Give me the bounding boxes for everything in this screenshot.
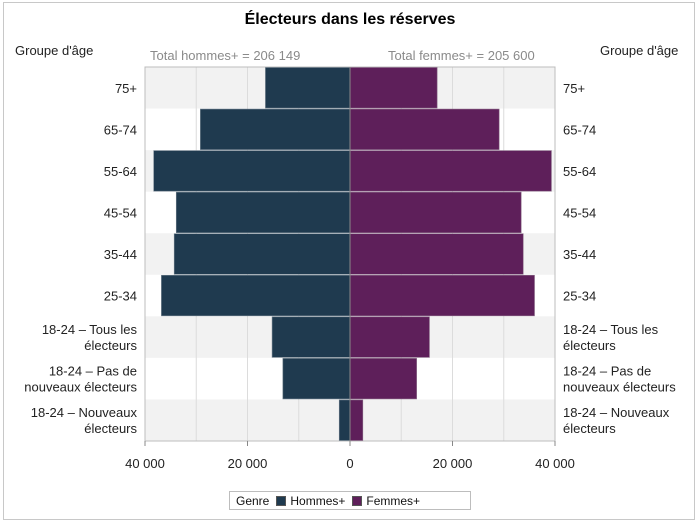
bar-women — [349, 316, 430, 358]
left-axis-title: Groupe d'âge — [15, 43, 94, 58]
bar-women — [349, 233, 524, 275]
bar-men — [173, 233, 351, 275]
category-label-right: 18-24 – Tous les électeurs — [563, 322, 659, 353]
legend-label-women: Femmes+ — [366, 493, 421, 508]
category-label-right: 25-34 — [563, 289, 596, 304]
total-women-label: Total femmes+ = 205 600 — [388, 48, 535, 63]
bar-men — [282, 358, 351, 400]
category-label-right: 18-24 – Pas de nouveaux électeurs — [563, 364, 676, 395]
legend-title: Genre — [236, 493, 270, 508]
bar-women — [349, 67, 438, 109]
category-label-right: 45-54 — [563, 205, 596, 220]
category-label-left: 25-34 — [104, 289, 137, 304]
legend: Genre Hommes+ Femmes+ — [229, 491, 471, 510]
chart-title: Électeurs dans les réserves — [244, 11, 456, 28]
x-tick-label: 20 000 — [228, 456, 268, 471]
bar-women — [349, 358, 417, 400]
legend-item-women: Femmes+ — [352, 494, 420, 508]
category-label-left: 65-74 — [104, 122, 137, 137]
bar-women — [349, 108, 500, 150]
bar-women — [349, 191, 522, 234]
x-tick-label: 40 000 — [535, 456, 575, 471]
category-label-left: 45-54 — [104, 205, 137, 220]
bar-men — [338, 399, 351, 441]
legend-item-men: Hommes+ — [276, 494, 345, 508]
bar-men — [271, 316, 351, 358]
bar-women — [349, 150, 552, 192]
category-label-left: 18-24 – Pas de nouveaux électeurs — [24, 364, 137, 395]
category-label-left: 75+ — [115, 81, 137, 96]
category-label-left: 18-24 – Tous les électeurs — [42, 322, 138, 353]
category-label-left: 55-64 — [104, 164, 137, 179]
category-label-left: 35-44 — [104, 247, 137, 262]
bar-men — [265, 67, 351, 109]
x-tick-label: 40 000 — [125, 456, 165, 471]
x-tick-label: 0 — [346, 456, 353, 471]
legend-swatch-women — [352, 495, 363, 506]
category-label-right: 55-64 — [563, 164, 596, 179]
category-label-right: 75+ — [563, 81, 585, 96]
category-label-left: 18-24 – Nouveaux électeurs — [31, 405, 138, 436]
legend-swatch-men — [276, 495, 287, 506]
category-label-right: 65-74 — [563, 122, 596, 137]
legend-label-men: Hommes+ — [290, 493, 346, 508]
bar-men — [161, 274, 351, 317]
category-label-right: 18-24 – Nouveaux électeurs — [563, 405, 670, 436]
bar-men — [200, 108, 351, 150]
total-men-label: Total hommes+ = 206 149 — [150, 48, 301, 63]
bar-men — [175, 191, 351, 234]
x-tick-label: 20 000 — [433, 456, 473, 471]
bar-men — [153, 150, 351, 192]
category-label-right: 35-44 — [563, 247, 596, 262]
bar-women — [349, 399, 364, 441]
bar-women — [349, 274, 535, 317]
right-axis-title: Groupe d'âge — [600, 43, 679, 58]
